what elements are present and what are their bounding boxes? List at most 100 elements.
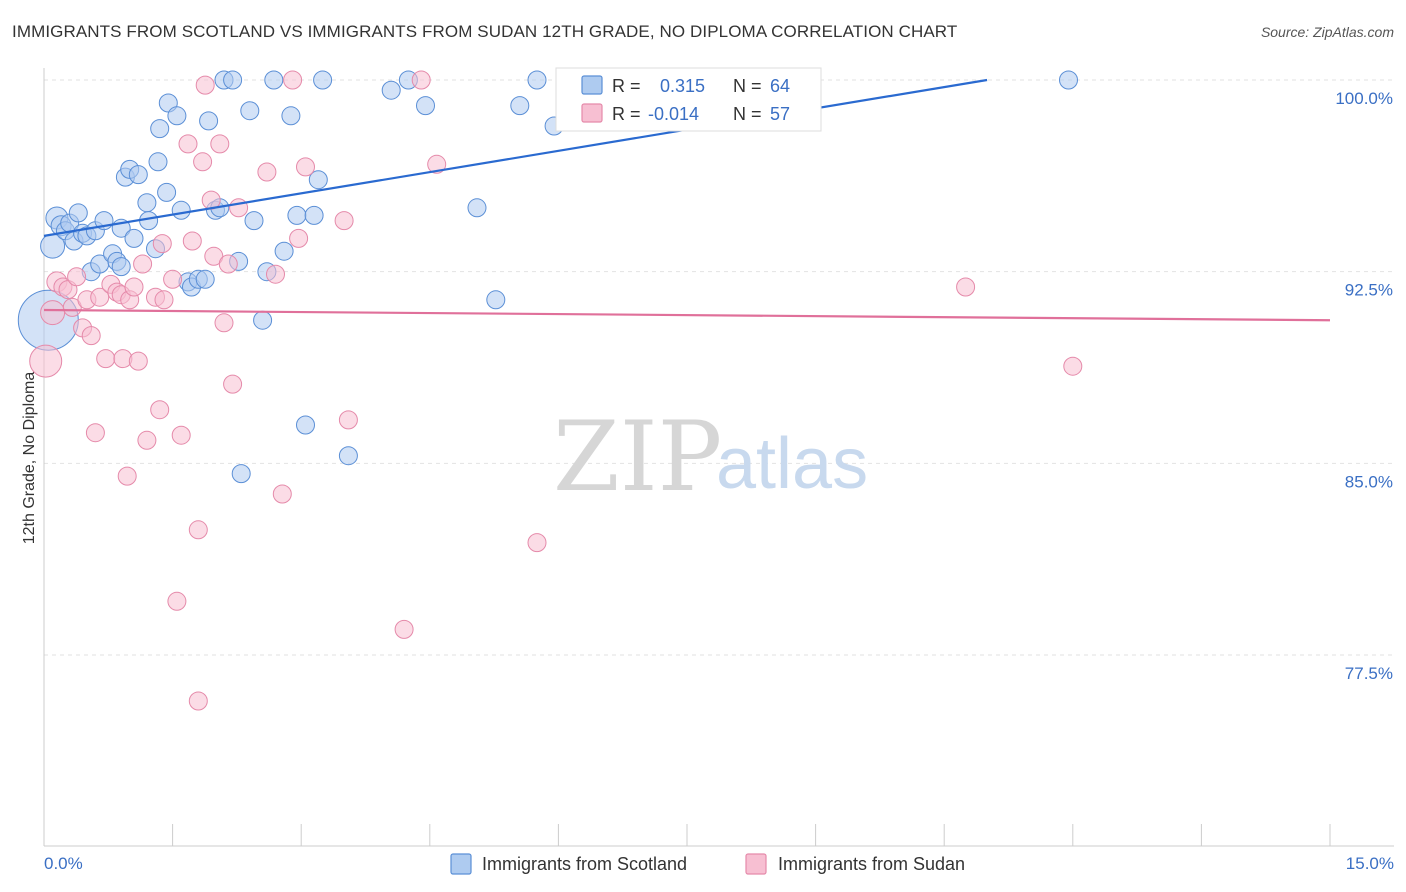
stats-legend-swatch-scotland — [581, 75, 603, 95]
sudan-point — [137, 430, 157, 450]
legend-label-scotland: Immigrants from Scotland — [482, 854, 687, 874]
scotland-point — [157, 182, 177, 202]
scotland-point — [111, 257, 131, 277]
scotland-point — [287, 205, 307, 225]
scotland-point — [137, 193, 157, 213]
watermark-zip: ZIP — [553, 401, 722, 513]
scotland-point — [304, 205, 324, 225]
series-sudan-points — [29, 70, 1083, 711]
y-tick-label: 100.0% — [1335, 89, 1393, 108]
scotland-point — [240, 101, 260, 121]
scotland-point — [313, 70, 333, 90]
sudan-point — [67, 267, 87, 287]
stats-legend-sudan-r-label: R = — [612, 104, 641, 124]
sudan-point — [223, 374, 243, 394]
sudan-point — [150, 400, 170, 420]
y-tick-label: 92.5% — [1345, 281, 1393, 300]
sudan-point — [188, 691, 208, 711]
sudan-point — [296, 157, 315, 177]
scotland-point — [128, 165, 148, 185]
scotland-point — [150, 119, 170, 139]
scotland-point — [486, 290, 506, 310]
scotland-point — [510, 96, 530, 116]
stats-legend: R = 0.315 N = 64 R = -0.014 N = 57 — [555, 67, 822, 132]
sudan-point — [411, 70, 431, 90]
scotland-point — [338, 446, 358, 466]
sudan-point — [128, 351, 148, 371]
sudan-point — [178, 134, 198, 154]
sudan-point — [195, 75, 215, 95]
sudan-point — [266, 264, 285, 284]
scotland-point — [148, 152, 168, 172]
sudan-point — [29, 344, 63, 378]
sudan-point — [133, 254, 153, 274]
sudan-point — [427, 154, 447, 174]
legend-swatch-sudan — [745, 853, 767, 875]
sudan-point — [182, 231, 202, 251]
scotland-point — [281, 106, 301, 126]
scotland-point — [274, 241, 294, 261]
sudan-point — [81, 326, 101, 346]
scotland-point — [171, 200, 191, 220]
scotland-point — [527, 70, 547, 90]
scotland-point — [223, 70, 243, 90]
sudan-point — [1063, 356, 1083, 376]
scotland-point — [231, 464, 251, 484]
stats-legend-scotland-r-value: 0.315 — [660, 76, 705, 96]
x-axis-ticks — [43, 824, 1331, 846]
sudan-point — [117, 466, 137, 486]
stats-legend-scotland-n-value: 64 — [770, 76, 790, 96]
scotland-point — [199, 111, 219, 131]
sudan-point — [338, 410, 358, 430]
sudan-point — [188, 520, 208, 540]
sudan-point — [257, 162, 277, 182]
scotland-point — [167, 106, 187, 126]
sudan-point — [229, 198, 249, 218]
sudan-point — [85, 423, 105, 443]
scotland-point — [296, 415, 315, 435]
scotland-point — [264, 70, 284, 90]
sudan-point — [214, 313, 234, 333]
sudan-point — [154, 290, 174, 310]
y-tick-label: 85.0% — [1345, 472, 1393, 491]
series-legend: Immigrants from Scotland Immigrants from… — [450, 853, 965, 875]
scotland-point — [195, 269, 215, 289]
sudan-point — [283, 70, 303, 90]
scotland-point — [416, 96, 435, 116]
x-tick-label-min: 0.0% — [44, 854, 83, 873]
scotland-point — [467, 198, 487, 218]
chart-title: IMMIGRANTS FROM SCOTLAND VS IMMIGRANTS F… — [12, 22, 958, 41]
sudan-point — [218, 254, 238, 274]
sudan-point — [90, 287, 110, 307]
sudan-point — [334, 211, 354, 231]
stats-legend-sudan-r-value: -0.014 — [648, 104, 699, 124]
gridlines — [44, 79, 1394, 656]
legend-swatch-scotland — [450, 853, 472, 875]
sudan-point — [167, 591, 187, 611]
sudan-point — [956, 277, 976, 297]
stats-legend-scotland-r-label: R = — [612, 76, 641, 96]
chart-source: Source: ZipAtlas.com — [1260, 24, 1394, 40]
trend-line-scotland — [43, 78, 988, 237]
sudan-point — [40, 300, 66, 326]
sudan-point — [171, 425, 191, 445]
y-axis-title: 12th Grade, No Diploma — [21, 372, 38, 545]
trend-line-sudan — [43, 308, 1331, 322]
scotland-point — [308, 170, 328, 190]
x-tick-label-max: 15.0% — [1346, 854, 1394, 873]
stats-legend-sudan-n-value: 57 — [770, 104, 790, 124]
scotland-point — [68, 203, 88, 223]
y-tick-labels: 77.5% 85.0% 92.5% 100.0% — [1335, 89, 1393, 683]
stats-legend-sudan-n-label: N = — [733, 104, 762, 124]
sudan-point — [152, 234, 172, 254]
scotland-point — [1059, 70, 1078, 90]
sudan-point — [96, 349, 116, 369]
watermark-atlas: atlas — [716, 424, 868, 504]
scotland-point — [253, 310, 273, 330]
sudan-point — [210, 134, 230, 154]
sudan-point — [289, 228, 309, 248]
scotland-point — [124, 228, 144, 248]
sudan-point — [272, 484, 292, 504]
watermark: ZIP atlas — [553, 401, 868, 513]
